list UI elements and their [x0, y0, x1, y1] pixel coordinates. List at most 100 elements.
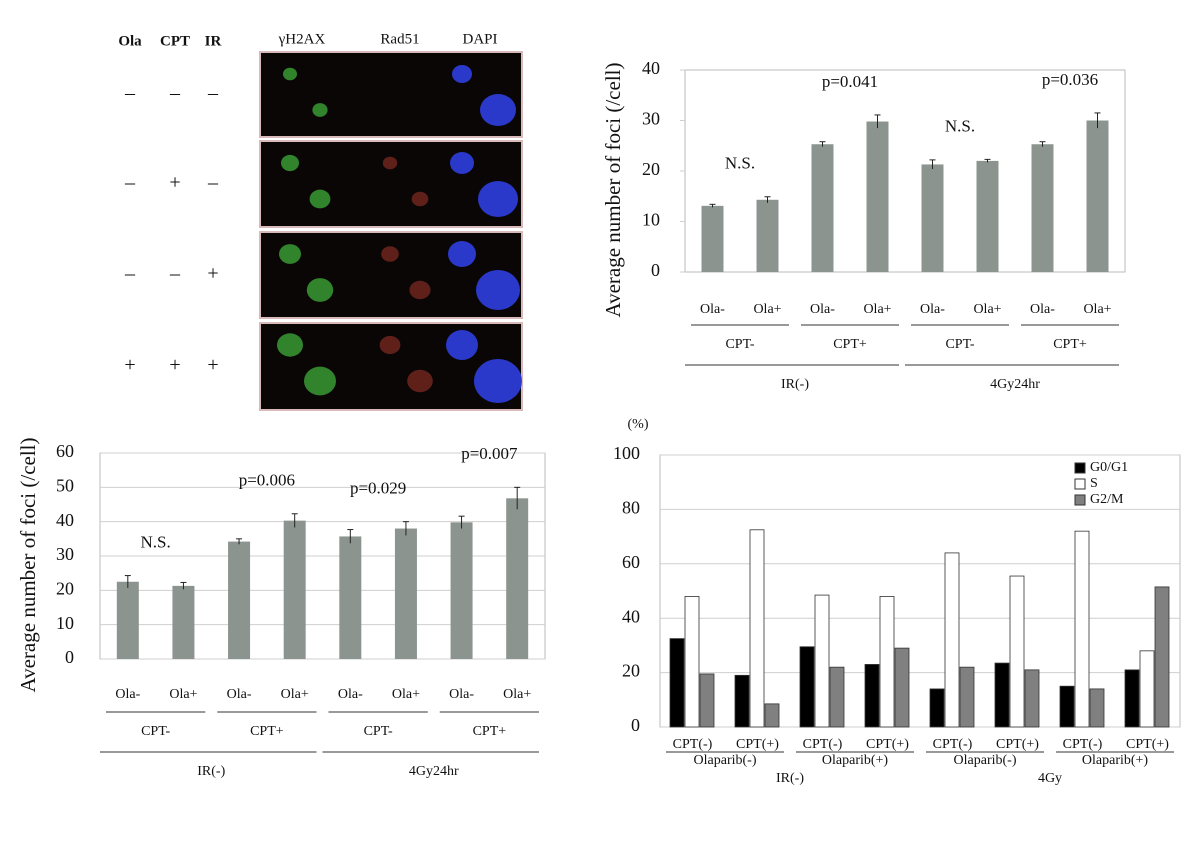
bar	[864, 664, 880, 728]
bar	[799, 646, 815, 728]
bar	[701, 205, 724, 272]
supergroup-label: IR(-)	[781, 377, 809, 392]
bar	[944, 552, 960, 728]
red-foci	[381, 246, 399, 262]
x-tick-label: Ola+	[503, 687, 531, 702]
x-tick-label: Ola+	[169, 687, 197, 702]
significance-label: p=0.006	[239, 471, 295, 490]
y-tick-label: 0	[65, 647, 74, 667]
significance-label: p=0.041	[822, 72, 878, 91]
bar	[339, 536, 362, 659]
bar	[669, 638, 685, 728]
x-tick-label: Ola-	[227, 687, 252, 702]
y-tick-label: 40	[622, 606, 640, 626]
bar	[684, 596, 700, 728]
x-tick-label: Ola+	[973, 302, 1001, 317]
channel-header: DAPI	[462, 31, 497, 47]
bar	[1124, 669, 1140, 728]
bar	[506, 498, 529, 659]
bar	[894, 647, 910, 728]
group-label: Olaparib(-)	[954, 753, 1017, 768]
supergroup-label: IR(-)	[197, 764, 225, 779]
bar	[749, 529, 765, 728]
y-tick-label: 0	[631, 715, 640, 735]
channel-header: γH2AX	[278, 31, 326, 47]
x-tick-label: Ola-	[920, 302, 945, 317]
supergroup-label: 4Gy24hr	[409, 764, 459, 779]
red-foci	[379, 335, 401, 355]
bar	[450, 522, 473, 659]
group-label: CPT+	[250, 724, 284, 739]
supergroup-label: 4Gy24hr	[990, 377, 1040, 392]
green-foci	[281, 154, 299, 172]
x-tick-label: Ola+	[1083, 302, 1111, 317]
bar	[814, 594, 830, 728]
y-tick-label: 20	[56, 578, 74, 598]
nucleus	[474, 359, 522, 403]
channel-header: Rad51	[380, 31, 419, 47]
y-tick-label: 20	[642, 159, 660, 179]
treatment-sign: –	[169, 82, 181, 104]
supergroup-label: 4Gy	[1038, 771, 1062, 786]
bar	[1059, 685, 1075, 728]
significance-label: p=0.007	[461, 444, 518, 463]
x-tick-label: Ola-	[449, 687, 474, 702]
y-tick-label: 10	[642, 210, 660, 230]
treatment-sign: –	[124, 263, 136, 285]
treatment-sign: –	[124, 82, 136, 104]
bar	[1154, 586, 1170, 728]
group-label: Olaparib(-)	[694, 753, 757, 768]
treatment-sign: –	[207, 172, 219, 194]
group-label: CPT-	[141, 724, 170, 739]
x-tick-label: CPT(-)	[803, 737, 843, 752]
x-tick-label: Ola-	[810, 302, 835, 317]
nucleus	[452, 65, 472, 83]
y-tick-label: 30	[642, 109, 660, 129]
significance-label: p=0.029	[350, 479, 406, 498]
y-tick-label: 60	[622, 552, 640, 572]
micrograph	[259, 51, 523, 138]
bar	[172, 585, 195, 659]
green-foci	[279, 244, 301, 264]
y-tick-label: 40	[56, 510, 74, 530]
bar	[1086, 120, 1109, 272]
red-foci	[409, 280, 431, 300]
y-axis-label: Average number of foci (/cell)	[16, 438, 40, 693]
bar	[921, 164, 944, 272]
bar	[976, 160, 999, 272]
x-tick-label: Ola-	[700, 302, 725, 317]
legend-label: G2/M	[1090, 492, 1124, 507]
green-foci	[312, 103, 328, 117]
x-tick-label: CPT(+)	[736, 737, 779, 752]
bar	[764, 703, 780, 728]
treatment-sign: –	[124, 172, 136, 194]
x-tick-label: CPT(-)	[673, 737, 713, 752]
nucleus	[448, 241, 476, 267]
x-tick-label: Ola-	[115, 687, 140, 702]
treatment-sign: +	[169, 354, 180, 376]
legend-label: G0/G1	[1090, 460, 1128, 475]
bar	[994, 662, 1010, 728]
treatment-sign: –	[207, 82, 219, 104]
bar	[734, 674, 750, 728]
group-label: CPT-	[725, 337, 754, 352]
bar	[829, 666, 845, 728]
bar	[228, 541, 251, 659]
micrograph	[259, 231, 523, 319]
x-tick-label: Ola-	[1030, 302, 1055, 317]
x-tick-label: CPT(+)	[1126, 737, 1169, 752]
group-label: CPT+	[1053, 337, 1087, 352]
red-foci	[382, 156, 398, 170]
group-label: CPT-	[945, 337, 974, 352]
micrograph	[259, 140, 523, 228]
y-tick-label: 30	[56, 544, 74, 564]
bar	[116, 581, 139, 659]
bar	[756, 199, 779, 272]
treatment-sign: +	[207, 263, 218, 285]
y-tick-label: 10	[56, 613, 74, 633]
legend-swatch	[1074, 478, 1086, 490]
bar	[811, 144, 834, 272]
group-label: CPT+	[833, 337, 867, 352]
